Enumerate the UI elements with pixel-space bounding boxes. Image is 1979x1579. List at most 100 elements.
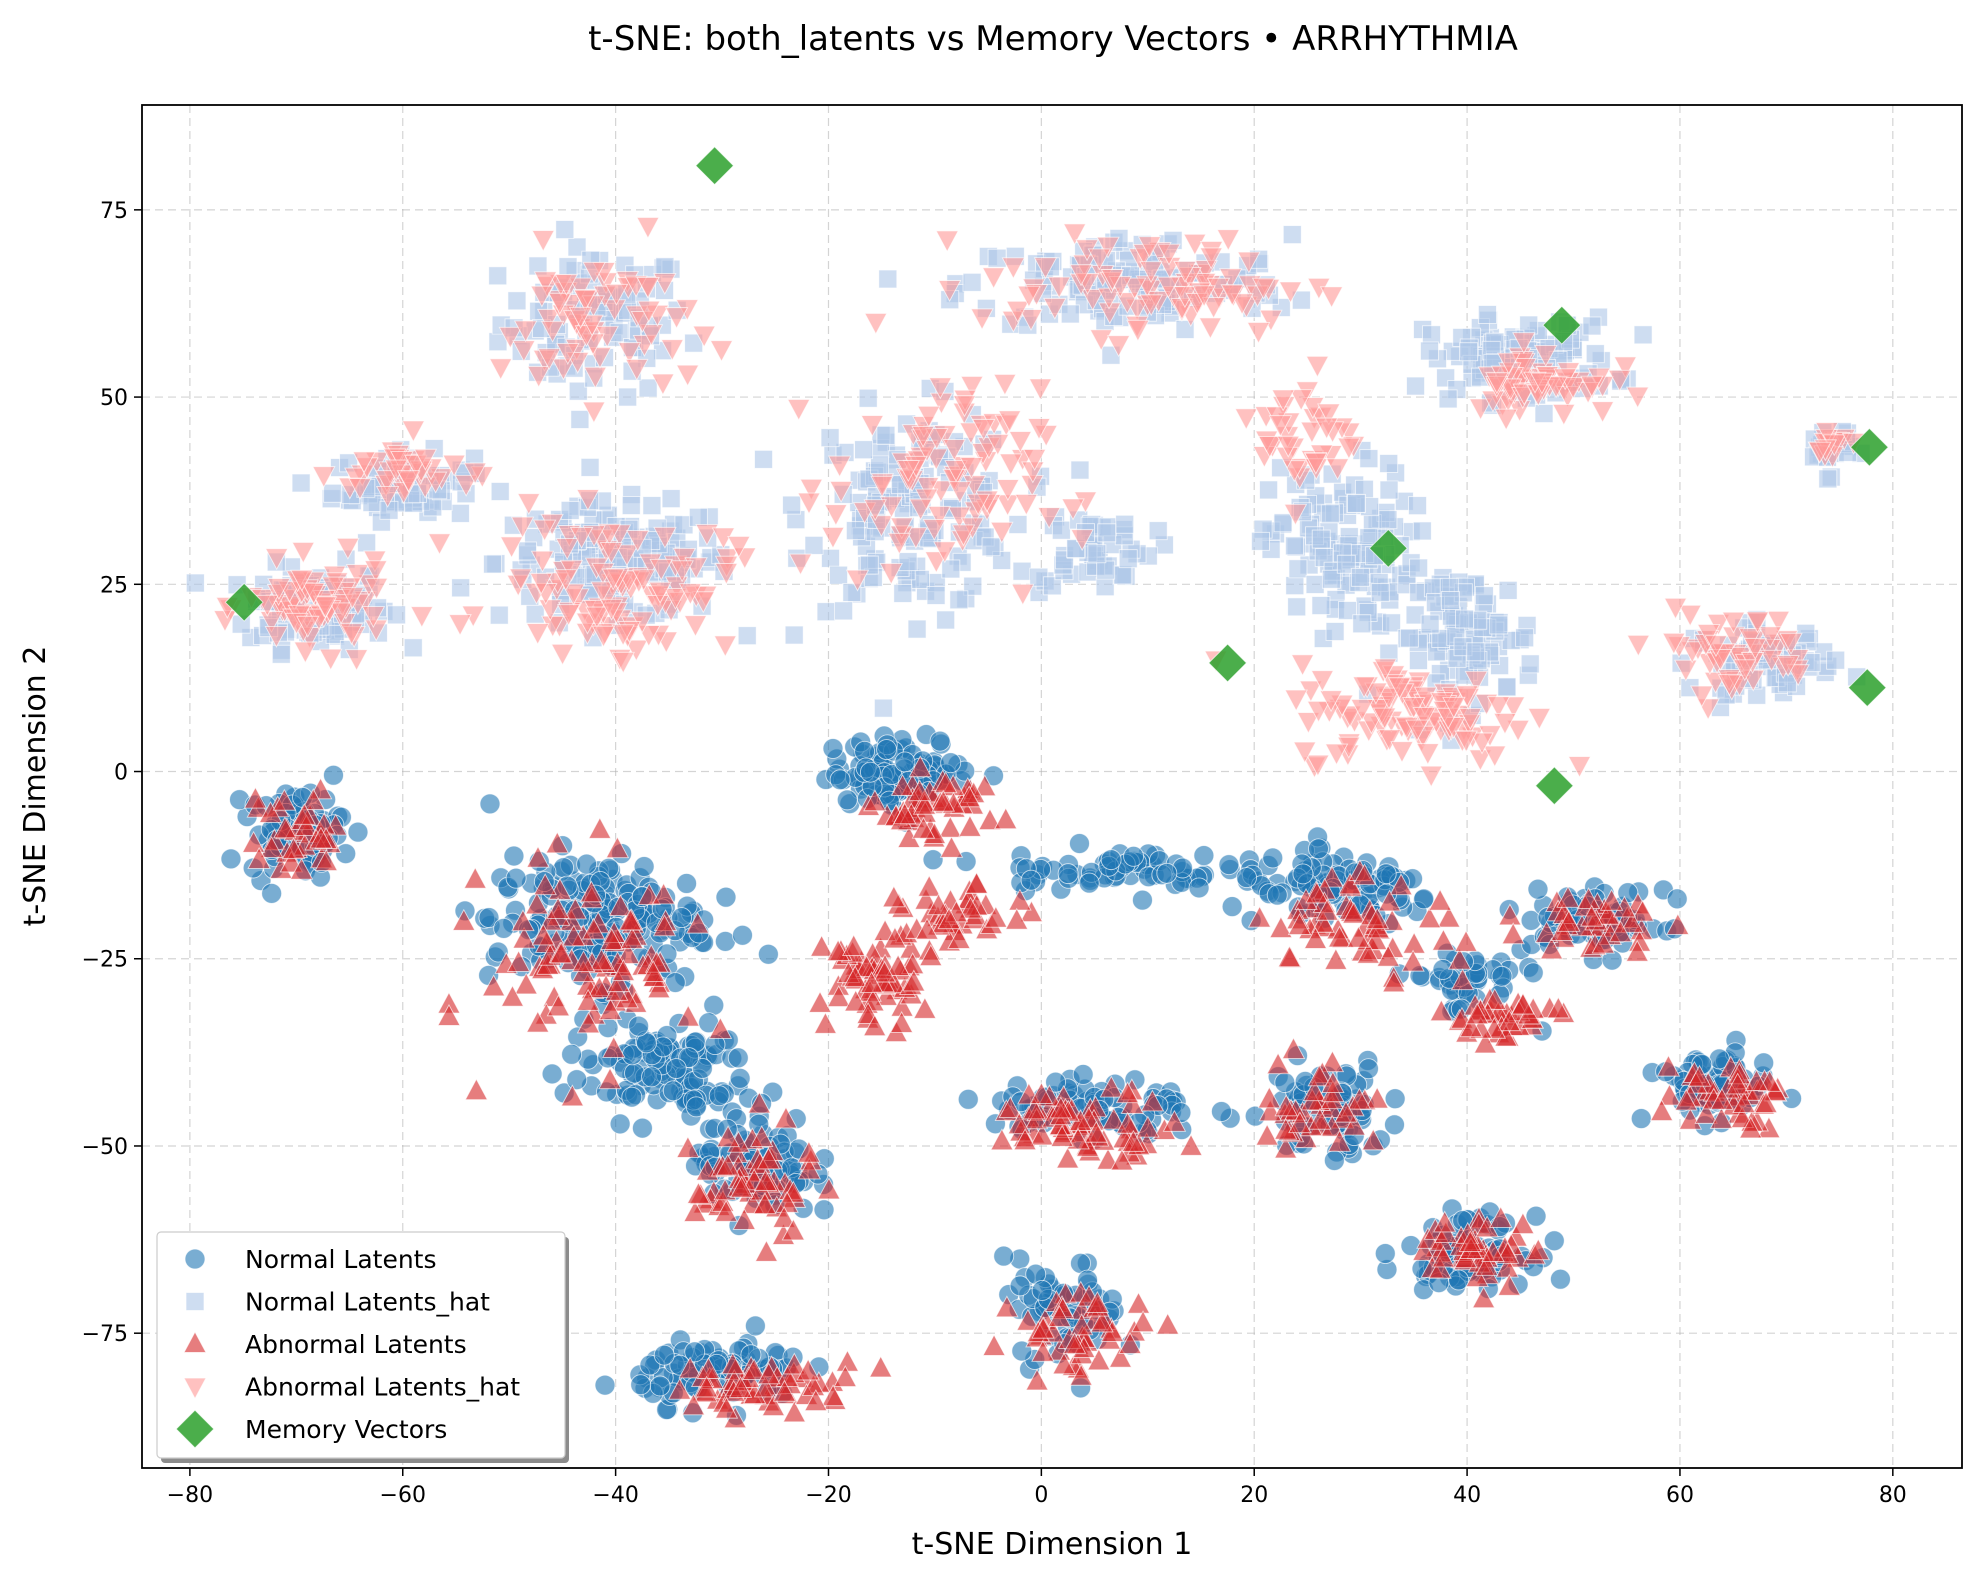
data-point — [996, 479, 1020, 502]
data-point — [1028, 378, 1053, 401]
data-point — [864, 312, 888, 335]
data-point — [661, 489, 681, 509]
data-point — [410, 606, 434, 629]
data-point — [1072, 1064, 1094, 1085]
data-point — [691, 591, 716, 614]
data-point — [1412, 706, 1437, 729]
data-point — [255, 594, 280, 617]
data-point — [597, 523, 622, 546]
data-point — [488, 266, 508, 286]
data-point — [451, 578, 471, 598]
data-point — [1115, 514, 1135, 534]
data-point — [636, 217, 660, 239]
data-point — [580, 457, 600, 477]
data-point — [454, 474, 478, 497]
data-point — [565, 351, 590, 374]
data-point — [653, 526, 677, 549]
data-point — [692, 325, 716, 348]
x-tick-label: −20 — [805, 1483, 851, 1508]
data-point — [1485, 372, 1509, 395]
data-point — [1325, 458, 1350, 481]
data-point — [942, 439, 966, 461]
data-point — [1493, 712, 1517, 735]
data-point — [1234, 408, 1258, 431]
data-point — [962, 272, 982, 292]
data-point — [1268, 415, 1293, 438]
data-point — [937, 280, 962, 302]
data-point — [799, 478, 824, 501]
data-point — [820, 428, 840, 448]
data-point — [983, 765, 1004, 787]
data-point — [1501, 696, 1526, 719]
data-point — [1384, 1088, 1406, 1110]
data-point — [611, 624, 635, 647]
data-point — [1454, 730, 1478, 753]
data-point — [1042, 576, 1062, 596]
data-point — [448, 614, 472, 637]
data-point — [678, 583, 703, 606]
data-point — [1743, 637, 1768, 660]
data-point — [1815, 422, 1839, 444]
data-point — [427, 533, 452, 556]
data-point — [951, 524, 976, 547]
data-point — [1087, 248, 1112, 271]
data-point — [531, 230, 555, 252]
data-point — [1520, 654, 1540, 674]
data-point — [624, 1062, 645, 1084]
data-point — [1352, 676, 1376, 699]
data-point — [599, 598, 624, 621]
data-point — [550, 643, 575, 666]
data-point — [1696, 624, 1721, 646]
data-point — [329, 602, 353, 625]
data-point — [907, 619, 927, 639]
data-point — [617, 342, 642, 365]
data-point — [908, 498, 933, 521]
data-point — [340, 587, 365, 610]
data-point — [1033, 257, 1058, 280]
data-point — [685, 1096, 707, 1118]
data-point — [625, 530, 650, 553]
data-point — [1137, 236, 1162, 259]
y-tick-label: 25 — [100, 573, 128, 598]
data-point — [1497, 677, 1517, 697]
data-point — [1408, 651, 1428, 670]
data-point — [387, 605, 406, 625]
data-point — [1491, 965, 1513, 987]
data-point — [1060, 304, 1080, 324]
data-point — [1590, 401, 1615, 424]
data-point — [403, 638, 423, 658]
data-point — [952, 395, 977, 418]
data-point — [1459, 342, 1479, 362]
data-point — [1350, 567, 1370, 587]
y-tick-label: 75 — [100, 199, 128, 224]
data-point — [566, 1069, 588, 1091]
data-point — [499, 536, 524, 559]
data-point — [1301, 397, 1325, 419]
data-point — [651, 373, 675, 396]
data-point — [917, 405, 941, 428]
data-point — [530, 285, 554, 308]
data-point — [1373, 658, 1398, 681]
data-point — [568, 381, 588, 401]
data-point — [1216, 229, 1241, 252]
data-point — [1375, 863, 1397, 885]
data-point — [1580, 375, 1604, 398]
data-point — [529, 572, 554, 595]
data-point — [569, 526, 594, 549]
legend-marker — [184, 1248, 206, 1270]
data-point — [821, 548, 840, 568]
x-tick-label: −40 — [592, 1483, 638, 1508]
data-point — [345, 564, 370, 587]
data-point — [1001, 257, 1026, 280]
data-point — [754, 449, 773, 469]
data-point — [836, 789, 858, 811]
y-tick-label: 50 — [100, 386, 128, 411]
data-point — [1287, 597, 1307, 617]
data-point — [517, 493, 541, 516]
data-point — [896, 460, 921, 483]
data-point — [1027, 418, 1051, 441]
data-point — [889, 517, 914, 540]
data-point — [935, 230, 959, 253]
data-point — [1285, 576, 1305, 596]
data-point — [1300, 421, 1324, 444]
